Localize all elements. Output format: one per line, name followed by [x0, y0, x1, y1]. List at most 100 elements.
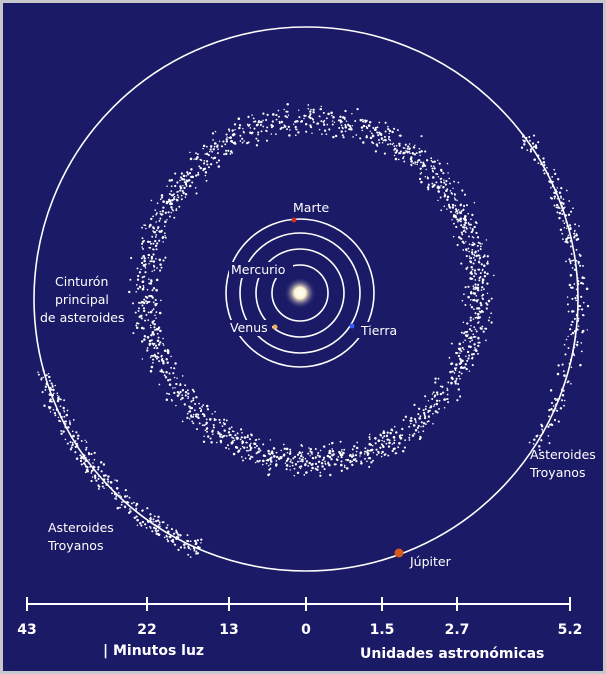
asteroid: [149, 310, 153, 314]
asteroid: [457, 375, 460, 377]
asteroid: [362, 120, 365, 123]
asteroid: [48, 375, 51, 379]
asteroid: [475, 254, 478, 258]
asteroid: [456, 218, 459, 221]
asteroid: [150, 365, 154, 369]
asteroid: [331, 120, 334, 122]
asteroid: [181, 388, 185, 392]
asteroid: [248, 444, 252, 448]
asteroid: [265, 139, 269, 142]
asteroid: [454, 382, 457, 385]
asteroid: [477, 337, 480, 340]
asteroid: [439, 196, 442, 199]
asteroid: [149, 246, 152, 249]
asteroid: [435, 391, 439, 394]
asteroid: [486, 272, 489, 275]
asteroid: [481, 295, 483, 297]
asteroid: [533, 158, 536, 161]
asteroid: [322, 120, 325, 123]
asteroid: [152, 344, 155, 347]
asteroid: [85, 446, 88, 449]
asteroid: [347, 123, 350, 126]
asteroid: [184, 192, 188, 196]
asteroid: [148, 225, 151, 228]
asteroid: [133, 516, 136, 519]
asteroid: [570, 366, 573, 369]
asteroid: [391, 449, 394, 453]
asteroid: [56, 399, 60, 403]
asteroid: [143, 259, 146, 263]
asteroid: [141, 276, 144, 279]
asteroid: [170, 178, 174, 182]
asteroid: [478, 310, 481, 313]
asteroid: [219, 435, 222, 438]
asteroid: [417, 413, 420, 416]
asteroid: [63, 409, 65, 412]
asteroid: [225, 133, 228, 136]
asteroid: [150, 334, 153, 337]
asteroid: [150, 294, 153, 298]
asteroid: [265, 118, 268, 122]
asteroid: [230, 441, 233, 444]
asteroid: [235, 446, 238, 449]
asteroid: [211, 430, 214, 433]
asteroid: [567, 213, 571, 217]
asteroid: [351, 460, 354, 463]
asteroid: [562, 198, 565, 200]
asteroid: [579, 264, 582, 267]
asteroid: [447, 401, 450, 404]
asteroid: [202, 440, 206, 443]
asteroid: [174, 184, 177, 188]
asteroid: [356, 107, 359, 111]
asteroid: [463, 229, 466, 232]
asteroid: [168, 383, 172, 386]
asteroid: [228, 434, 231, 437]
asteroid: [471, 236, 474, 238]
asteroid: [433, 167, 436, 170]
asteroid: [440, 209, 443, 212]
asteroid: [469, 316, 472, 319]
asteroid: [266, 113, 269, 116]
asteroid: [183, 186, 186, 190]
asteroid: [143, 298, 146, 301]
asteroid: [240, 436, 243, 439]
asteroid: [282, 443, 285, 446]
asteroid: [186, 539, 189, 542]
asteroid: [292, 123, 295, 125]
asteroid: [309, 450, 312, 453]
asteroid: [250, 455, 253, 458]
asteroid: [378, 139, 380, 141]
asteroid: [397, 158, 400, 161]
asteroid: [187, 397, 189, 399]
asteroid: [252, 117, 255, 120]
asteroid: [87, 451, 90, 454]
asteroid: [162, 342, 164, 345]
asteroid: [249, 446, 253, 450]
asteroid: [414, 144, 416, 147]
asteroid: [480, 304, 483, 307]
asteroid: [520, 146, 524, 149]
asteroid: [435, 399, 439, 402]
asteroid: [49, 411, 52, 413]
asteroid: [189, 151, 191, 154]
asteroid: [446, 387, 448, 390]
asteroid: [312, 118, 315, 121]
asteroid: [339, 440, 342, 443]
asteroid: [141, 358, 144, 360]
asteroid: [463, 204, 466, 208]
asteroid: [275, 114, 278, 117]
asteroid: [150, 260, 153, 263]
asteroid: [482, 330, 485, 333]
asteroid: [314, 462, 318, 466]
asteroid: [374, 126, 377, 129]
asteroid: [257, 139, 260, 142]
asteroid: [150, 354, 153, 357]
asteroid: [555, 206, 558, 209]
asteroid: [479, 242, 482, 245]
asteroid: [176, 391, 180, 394]
asteroid: [369, 136, 373, 140]
asteroid: [44, 388, 47, 391]
asteroid: [217, 165, 221, 168]
asteroid: [160, 194, 164, 197]
asteroid: [135, 284, 138, 286]
